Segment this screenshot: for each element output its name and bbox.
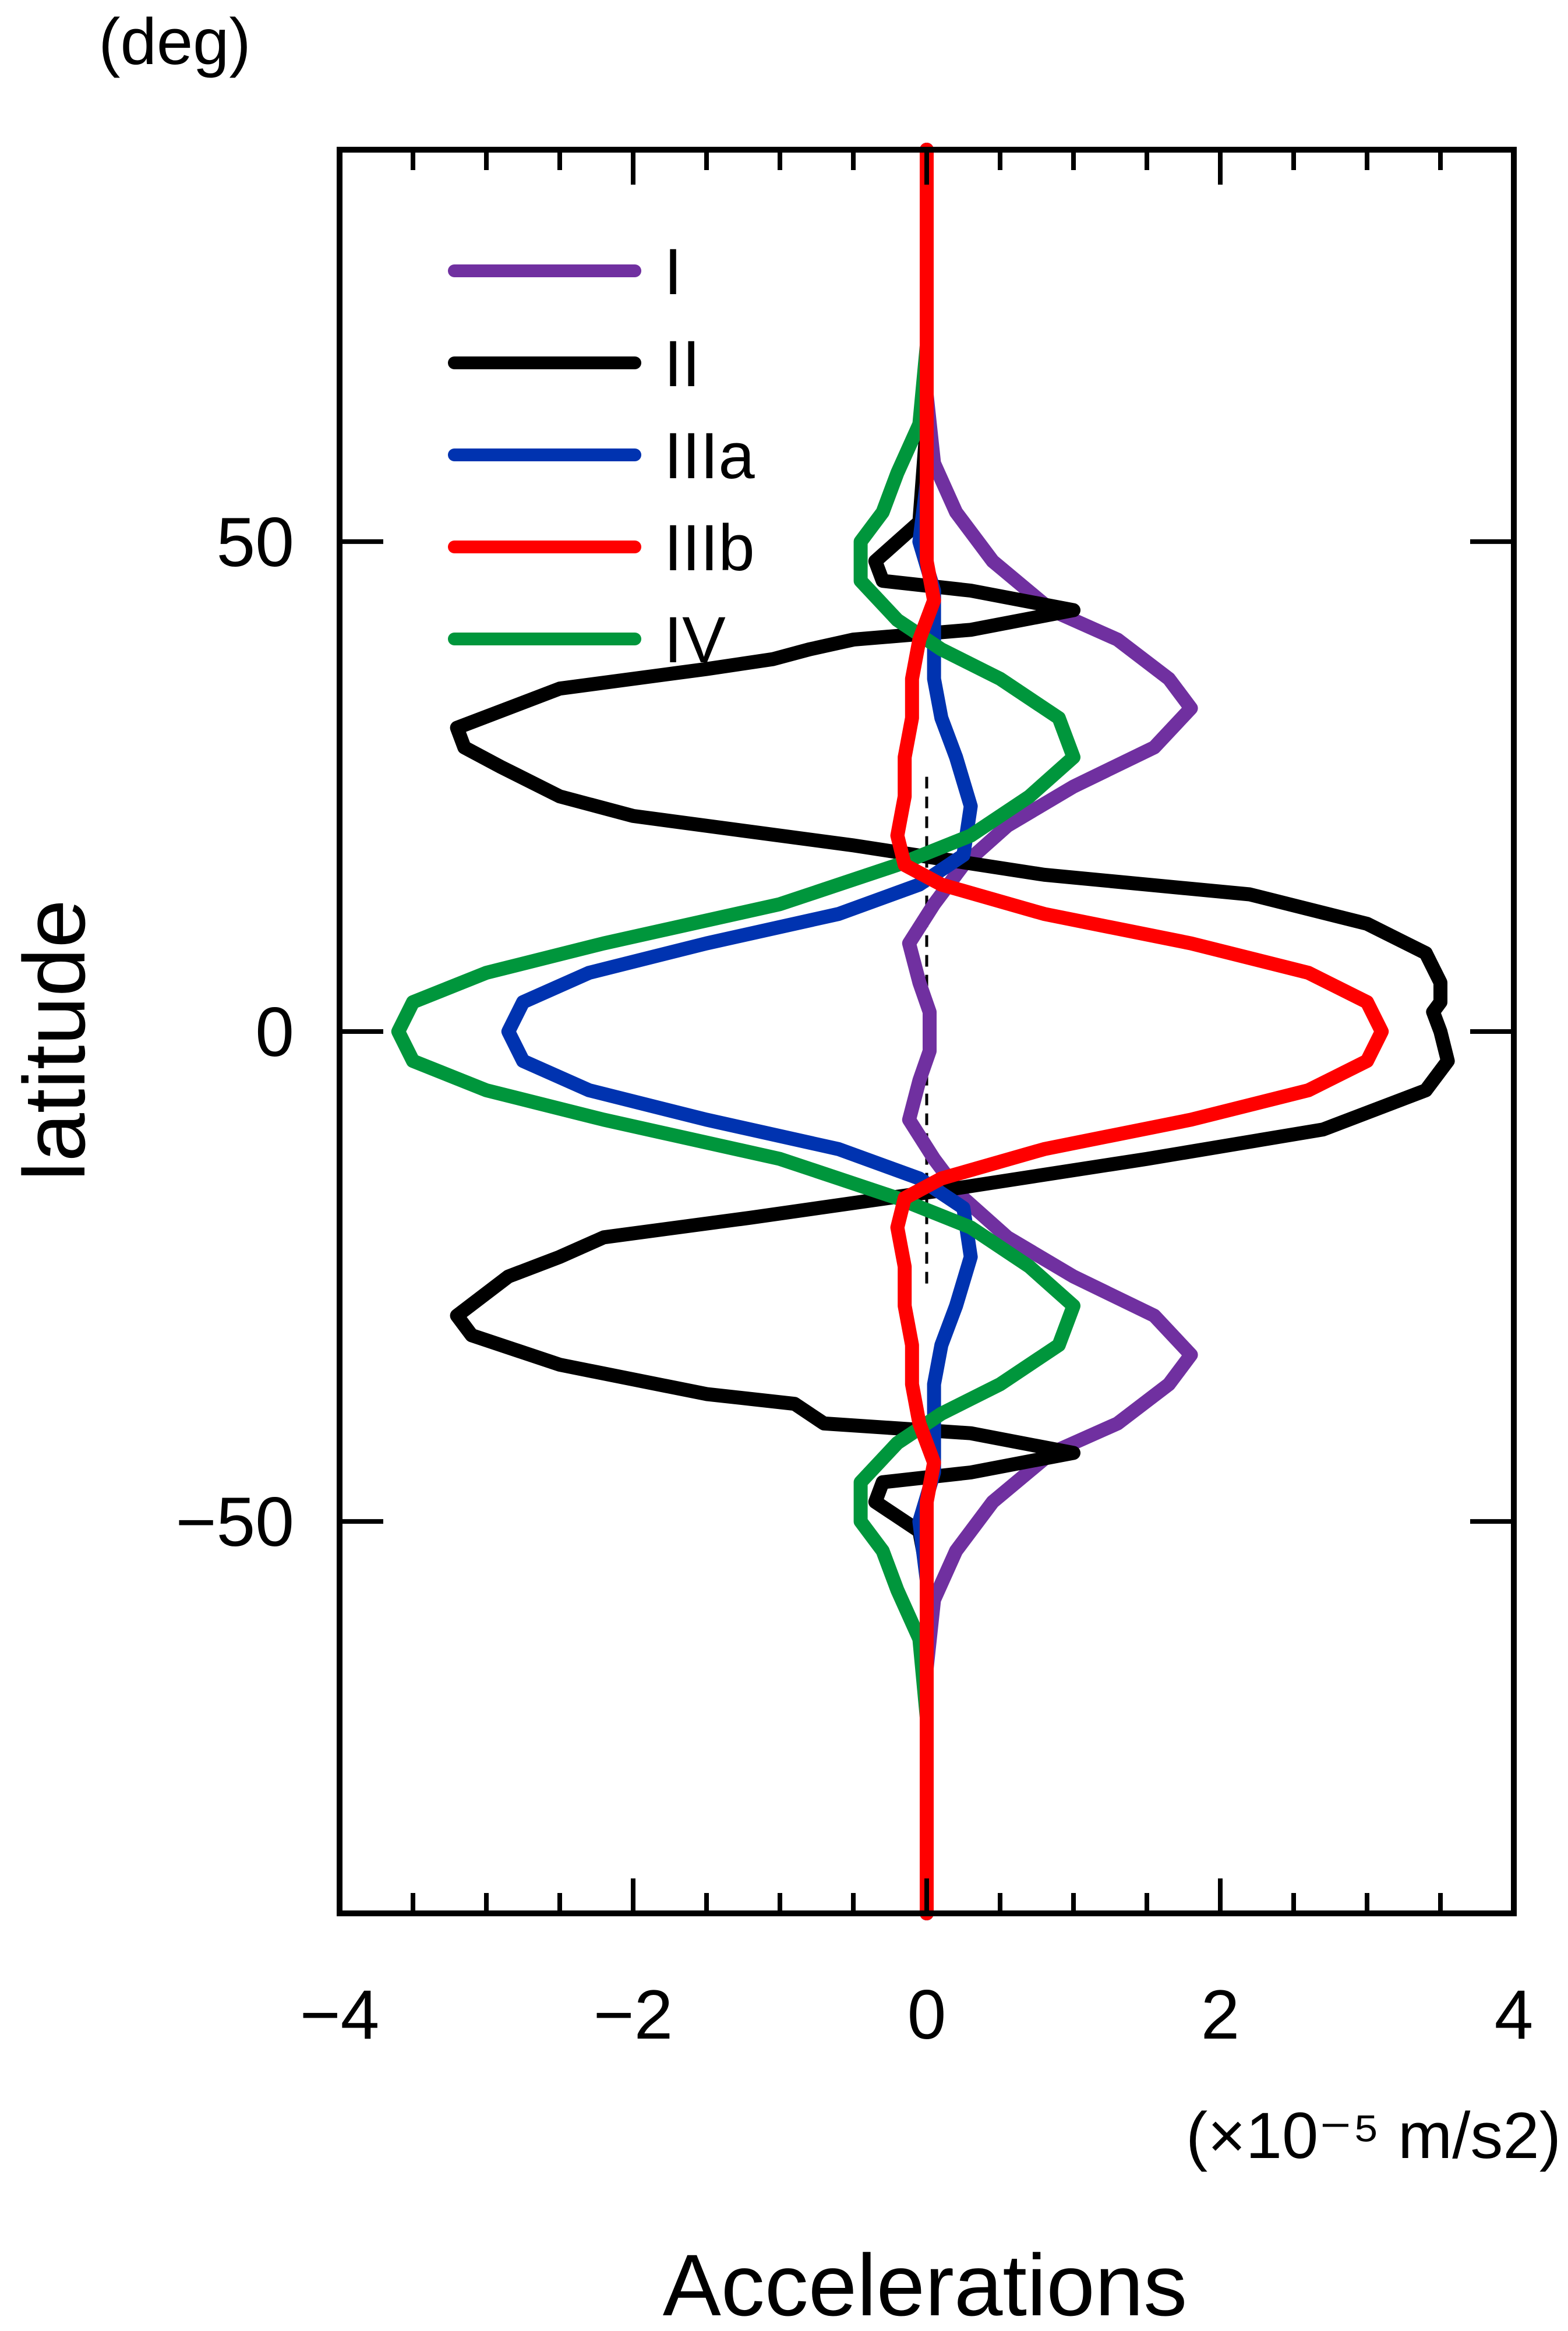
series-line-iv (391, 241, 1080, 1823)
legend-label-iv: IV (664, 603, 726, 676)
y-tick-label: 0 (255, 993, 294, 1071)
legend-label-i: I (664, 235, 682, 308)
x-tick-label: 2 (1201, 1976, 1240, 2054)
legend-label-iiib: IIIb (664, 511, 755, 584)
plot-area (391, 143, 1455, 1920)
series-line-iiia (501, 143, 978, 1920)
legend-label-ii: II (664, 327, 700, 400)
x-axis-title: Accelerations (663, 2236, 1187, 2331)
axes: −4 −2 0 2 4 50 0 −50 (175, 147, 1534, 2054)
series-line-i (902, 143, 1198, 1920)
x-axis-unit: (×10⁻⁵ m/s2) (1186, 2099, 1561, 2172)
x-tick-label: −4 (300, 1976, 380, 2054)
x-tick-label: 4 (1495, 1976, 1534, 2054)
x-tick-label: −2 (594, 1976, 673, 2054)
series-line-iiib (890, 143, 1389, 1920)
y-axis-unit: (deg) (98, 5, 250, 78)
series-line-ii (450, 143, 1455, 1920)
x-tick-label: 0 (907, 1976, 947, 2054)
y-axis-title: latitude (5, 899, 103, 1181)
legend-label-iiia: IIIa (664, 419, 755, 492)
y-tick-label: −50 (175, 1483, 294, 1561)
y-tick-label: 50 (217, 503, 294, 581)
